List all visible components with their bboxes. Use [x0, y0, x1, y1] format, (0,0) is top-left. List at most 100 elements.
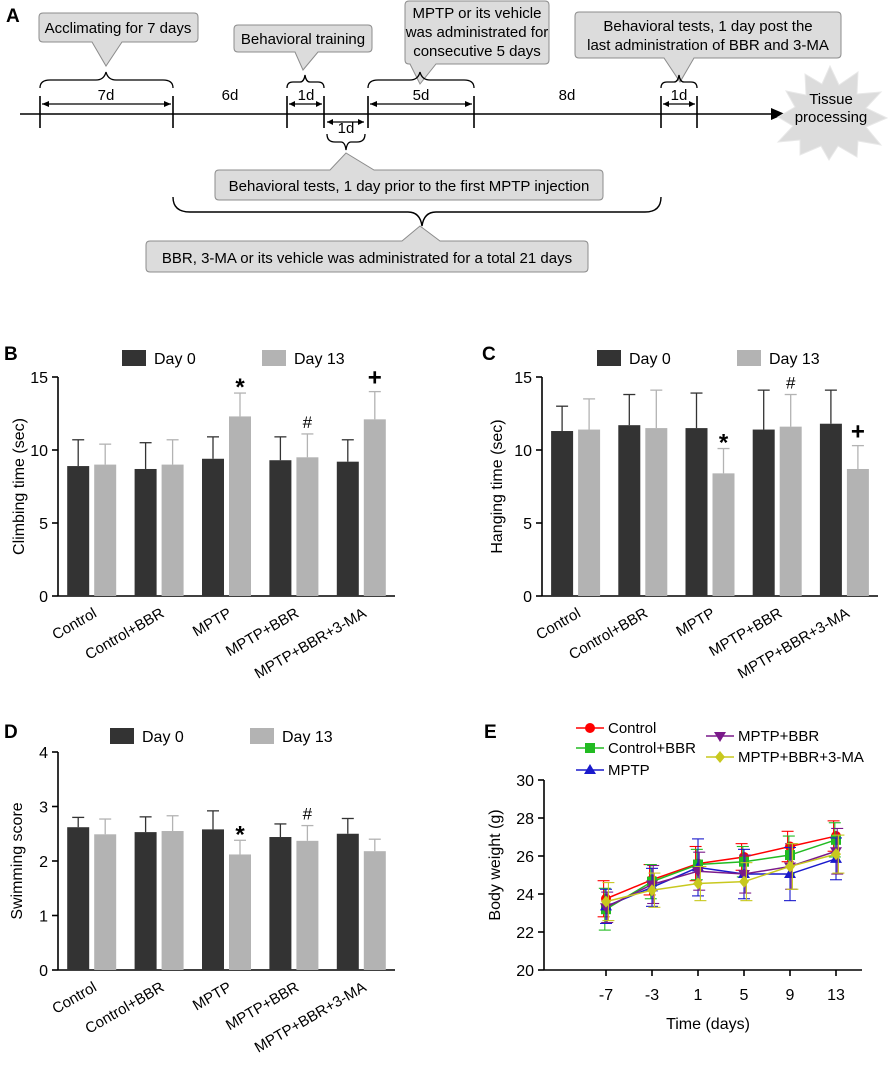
bar-day0 — [336, 833, 359, 970]
legend-label-0: Day 0 — [142, 729, 184, 746]
body-weight-chart: E 20 22 24 26 28 30 -7 -3 1 5 9 13 Time (days) Body w… — [484, 720, 864, 1033]
duration-post: 1d — [671, 87, 688, 104]
bar-day0 — [134, 468, 157, 596]
y-tick-label: 15 — [514, 370, 532, 387]
climbing-time-chart: B Day 0 Day 13 Climbing time (sec) 0 5 10 15 Co… — [4, 344, 395, 682]
bar-day0 — [269, 460, 292, 596]
bar-day0 — [67, 466, 90, 596]
y-tick-label: 0 — [39, 589, 48, 606]
category-label: MPTP+BBR+3-MA — [735, 605, 853, 683]
arrow-post-right — [689, 101, 695, 107]
series-line-1 — [605, 839, 837, 910]
callout-mptp: MPTP or its vehicle was administrated fo… — [404, 0, 550, 85]
y-axis-label: Climbing time (sec) — [11, 418, 28, 555]
arrow-training-right — [316, 101, 322, 107]
bar-day0 — [202, 458, 224, 596]
tissue-processing-burst: Tissue processing — [776, 64, 889, 161]
bar-day13 — [846, 468, 869, 596]
series-line-2 — [605, 858, 837, 908]
legend-label-1: Day 13 — [769, 351, 820, 368]
bar-day13 — [712, 473, 735, 596]
timeline-arrowhead — [771, 108, 785, 120]
burst-shape — [776, 64, 889, 161]
legend-swatch-1 — [250, 728, 274, 744]
callout-acclimating-shape — [38, 12, 199, 67]
bar-day13 — [296, 457, 319, 596]
significance-marker: # — [303, 413, 313, 432]
legend-label-4: MPTP+BBR+3-MA — [738, 749, 864, 766]
data-point — [693, 877, 703, 890]
y-tick-label: 0 — [523, 589, 532, 606]
data-point — [738, 870, 750, 881]
bar-day0 — [685, 428, 708, 596]
legend-label-1: Day 13 — [294, 351, 345, 368]
y-tick-label: 3 — [39, 800, 48, 817]
bar-day13 — [229, 854, 251, 970]
significance-marker: # — [786, 374, 796, 393]
bar-day0 — [202, 829, 224, 970]
significance-marker: # — [303, 805, 313, 824]
bar-day13 — [161, 831, 184, 970]
duration-labels: 7d 6d 1d 5d 8d 1d 1d — [98, 87, 688, 137]
legend-label-1: Control+BBR — [608, 740, 696, 757]
y-tick-label: 4 — [39, 745, 48, 762]
panel-label-a: A — [6, 6, 20, 27]
y-axis-label: Swimming score — [9, 802, 26, 919]
legend-label-1: Day 13 — [282, 729, 333, 746]
bar-day13 — [94, 464, 117, 596]
significance-marker: * — [719, 430, 729, 457]
brace-7d — [39, 71, 174, 89]
y-tick-label: 28 — [516, 811, 534, 828]
data-point — [692, 867, 704, 878]
legend-label-2: MPTP — [608, 762, 650, 779]
timeline-axis — [20, 96, 785, 128]
arrow-post-left — [663, 101, 669, 107]
bar-day13 — [645, 428, 668, 596]
legend-marker-1 — [585, 743, 595, 753]
series-line-0 — [605, 835, 837, 900]
data-point — [831, 848, 841, 861]
arrow-7d-right — [164, 101, 171, 107]
callout-post-line2: last administration of BBR and 3-MA — [587, 37, 829, 54]
bar-day0 — [819, 423, 842, 596]
series-line-4 — [605, 853, 837, 903]
callout-bbr-shape — [145, 225, 589, 273]
category-label: MPTP — [190, 979, 235, 1015]
tissue-line2: processing — [795, 109, 868, 126]
y-tick-label: 20 — [516, 963, 534, 980]
bar-day13 — [94, 834, 117, 970]
category-label: MPTP+BBR+3-MA — [252, 605, 370, 683]
y-tick-label: 15 — [30, 370, 48, 387]
bar-day13 — [229, 416, 251, 596]
legend-marker-2 — [584, 764, 596, 774]
x-tick-label: 5 — [740, 987, 749, 1004]
panel-label-c: C — [482, 344, 496, 365]
brace-post — [660, 74, 698, 89]
bar-day13 — [161, 464, 184, 596]
callout-post-shape — [574, 11, 842, 83]
category-label: Control — [533, 605, 583, 644]
callout-training: Behavioral training — [233, 24, 373, 71]
duration-prior: 1d — [338, 120, 355, 137]
y-tick-label: 30 — [516, 773, 534, 790]
y-tick-label: 5 — [39, 516, 48, 533]
legend-marker-4 — [715, 751, 725, 763]
arrow-training-left — [289, 101, 295, 107]
duration-8d: 8d — [559, 87, 576, 104]
data-point — [601, 895, 611, 908]
callout-post-tests: Behavioral tests, 1 day post the last ad… — [574, 11, 842, 83]
arrow-5d-left — [370, 101, 377, 107]
bar-day0 — [269, 837, 292, 970]
callout-mptp-line3: consecutive 5 days — [413, 43, 541, 60]
bar-day13 — [578, 429, 601, 596]
category-label: MPTP — [673, 605, 718, 641]
y-tick-label: 0 — [39, 963, 48, 980]
panel-label-b: B — [4, 344, 18, 365]
legend-label-3: MPTP+BBR — [738, 728, 819, 745]
legend-label-0: Day 0 — [154, 351, 196, 368]
callout-mptp-shape — [404, 0, 550, 85]
brace-prior — [326, 133, 366, 151]
significance-marker: + — [851, 419, 865, 446]
